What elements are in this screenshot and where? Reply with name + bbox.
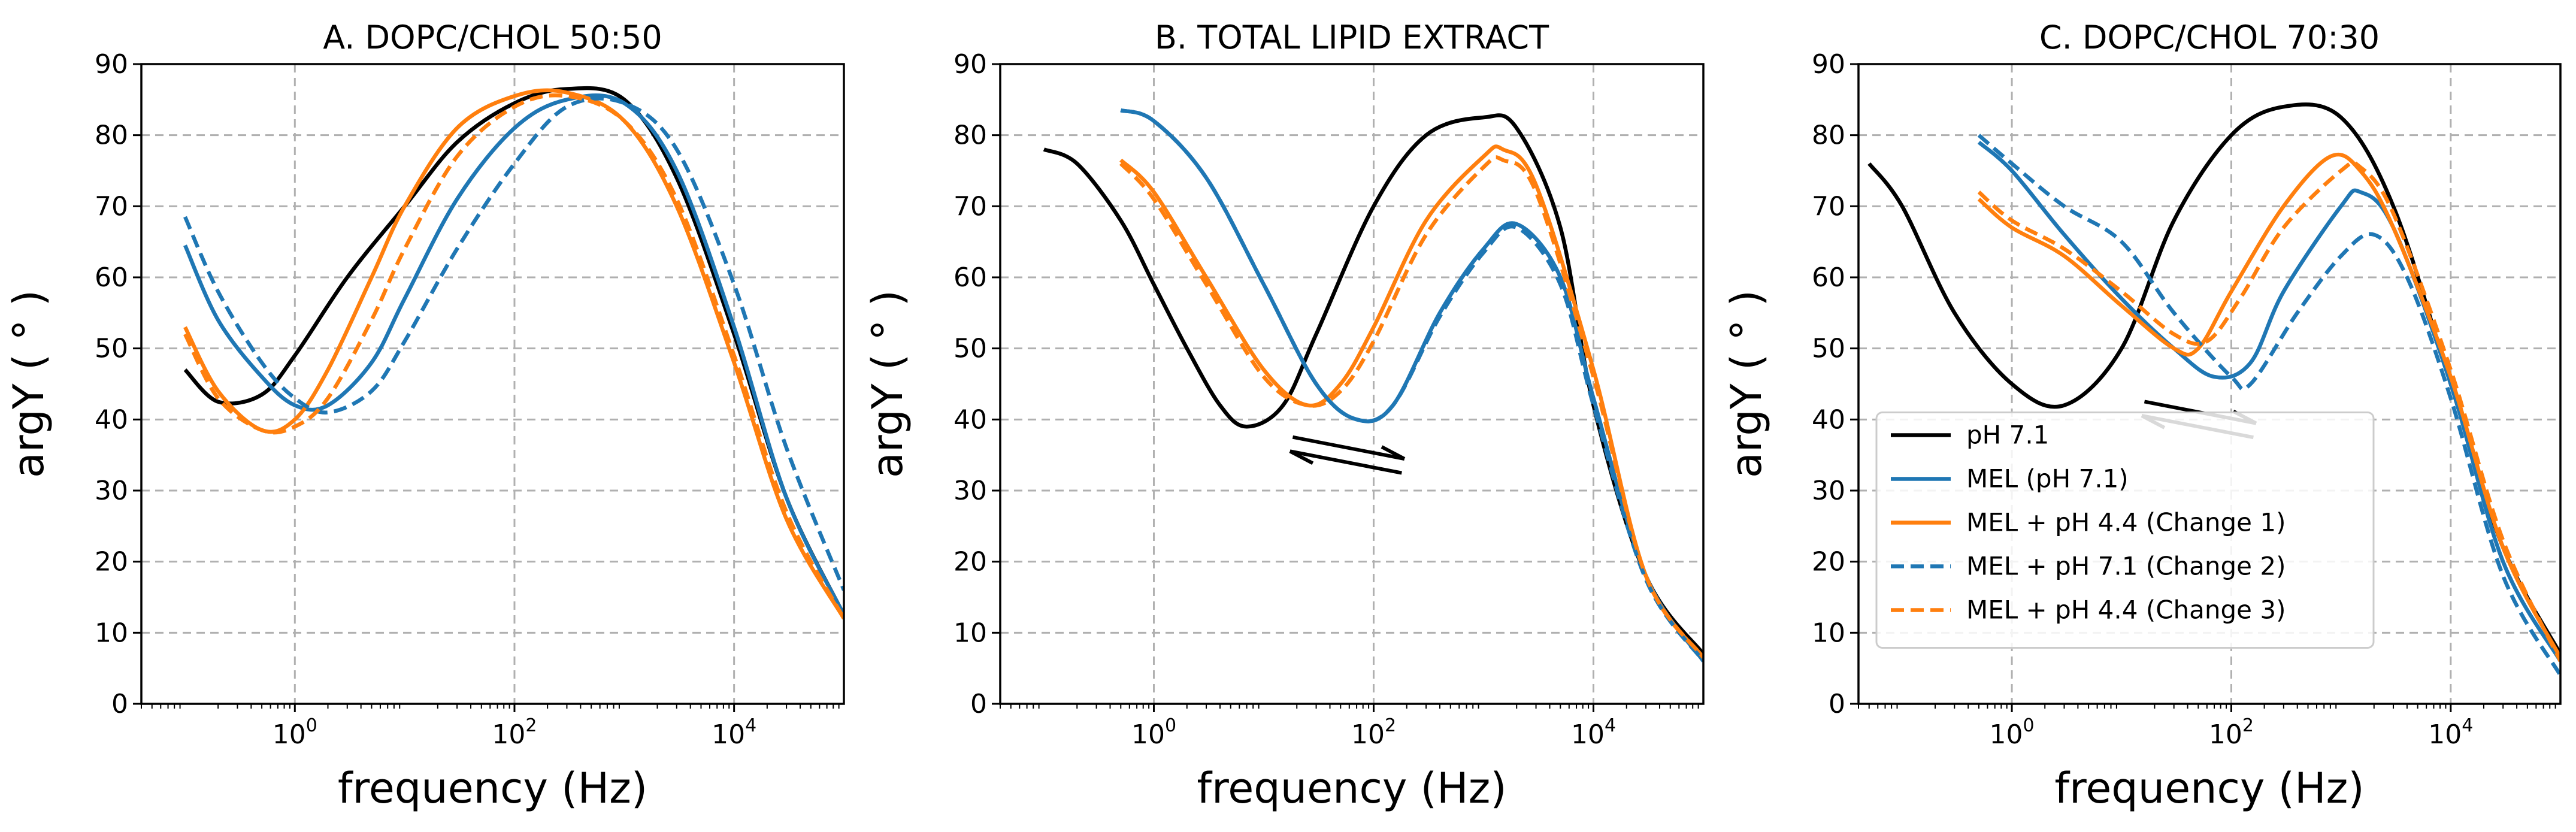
x-tick-label: 104 [1571, 715, 1616, 750]
series-line-2 [1977, 140, 2560, 662]
y-tick-label: 10 [953, 618, 987, 648]
panel-3: 0 10 20 30 40 50 60 70 80 90 100 102 104 C. DOPC/CHOL… [1722, 19, 2562, 813]
y-tick-label: 70 [95, 191, 128, 222]
y-tick-label: 50 [1812, 334, 1845, 364]
x-tick-label: 102 [1351, 715, 1396, 750]
y-axis-label: argY ( ° ) [863, 290, 912, 478]
y-tick-label: 70 [1812, 191, 1845, 222]
y-tick-label: 60 [1812, 262, 1845, 293]
y-tick-label: 90 [953, 49, 987, 80]
legend-label: MEL + pH 4.4 (Change 3) [1966, 595, 2286, 624]
axes-frame [140, 63, 845, 705]
legend-label: MEL (pH 7.1) [1966, 464, 2129, 493]
y-tick-label: 30 [953, 476, 987, 506]
y-tick-label: 10 [95, 618, 128, 648]
x-tick-label: 100 [1990, 715, 2035, 750]
series-line-5 [183, 93, 844, 620]
x-axis-label: frequency (Hz) [338, 764, 647, 813]
panel-2: 0 10 20 30 40 50 60 70 80 90 100 102 104 B. TOTAL LIP… [863, 19, 1705, 813]
series-line-2 [183, 93, 844, 616]
legend-label: pH 7.1 [1966, 420, 2049, 449]
arrow-backward-head [1289, 449, 1314, 465]
y-tick-label: 30 [95, 476, 128, 506]
panel-1: 0 10 20 30 40 50 60 70 80 90 100 102 104 A. DOPC/CHOL… [4, 19, 845, 813]
x-axis-label: frequency (Hz) [2054, 764, 2364, 813]
y-tick-label: 30 [1812, 476, 1845, 506]
legend-label: MEL + pH 4.4 (Change 1) [1966, 507, 2286, 537]
series-line-4 [1977, 134, 2560, 677]
x-tick-label: 104 [712, 715, 756, 750]
x-tick-label: 104 [2428, 715, 2473, 750]
x-tick-label: 100 [273, 715, 317, 750]
x-tick-label: 102 [2209, 715, 2254, 750]
y-tick-label: 40 [95, 404, 128, 435]
y-tick-label: 10 [1812, 618, 1845, 648]
y-tick-label: 20 [953, 547, 987, 577]
series-line-4 [183, 96, 844, 591]
y-tick-label: 20 [95, 547, 128, 577]
y-tick-label: 0 [111, 689, 128, 719]
series-line-3 [183, 88, 844, 620]
series-line-5 [1119, 155, 1703, 659]
y-tick-label: 60 [95, 262, 128, 293]
arrow-forward-head [1381, 445, 1406, 461]
y-tick-label: 60 [953, 262, 987, 293]
series-line-3 [1119, 144, 1703, 659]
y-tick-label: 20 [1812, 547, 1845, 577]
y-tick-label: 0 [1829, 689, 1845, 719]
y-tick-label: 80 [95, 120, 128, 151]
y-axis-label: argY ( ° ) [1722, 290, 1771, 478]
x-tick-label: 100 [1131, 715, 1176, 750]
y-tick-label: 50 [95, 334, 128, 364]
y-axis-label: argY ( ° ) [4, 290, 53, 478]
axes-frame [1857, 63, 2562, 705]
y-tick-label: 50 [953, 334, 987, 364]
legend: pH 7.1 MEL (pH 7.1) MEL + pH 4.4 (Change 1… [1875, 411, 2375, 649]
x-tick-label: 102 [492, 715, 537, 750]
arrow-backward [1289, 449, 1402, 475]
arrow-forward [1292, 435, 1405, 461]
y-tick-label: 80 [953, 120, 987, 151]
y-tick-label: 0 [970, 689, 987, 719]
axes-frame [999, 63, 1705, 705]
series-line-4 [1120, 108, 1703, 662]
equilibrium-arrows-icon [1289, 435, 1406, 475]
panel-title: A. DOPC/CHOL 50:50 [323, 19, 662, 56]
panel-title: C. DOPC/CHOL 70:30 [2039, 19, 2380, 56]
y-tick-label: 40 [1812, 404, 1845, 435]
y-tick-label: 70 [953, 191, 987, 222]
y-tick-label: 80 [1812, 120, 1845, 151]
x-axis-label: frequency (Hz) [1197, 764, 1506, 813]
y-tick-label: 90 [95, 49, 128, 80]
y-tick-label: 40 [953, 404, 987, 435]
legend-label: MEL + pH 7.1 (Change 2) [1966, 551, 2286, 580]
y-tick-label: 90 [1812, 49, 1845, 80]
panel-title: B. TOTAL LIPID EXTRACT [1155, 19, 1549, 56]
series-line-3 [1977, 152, 2560, 659]
legend-box [1875, 411, 2375, 649]
